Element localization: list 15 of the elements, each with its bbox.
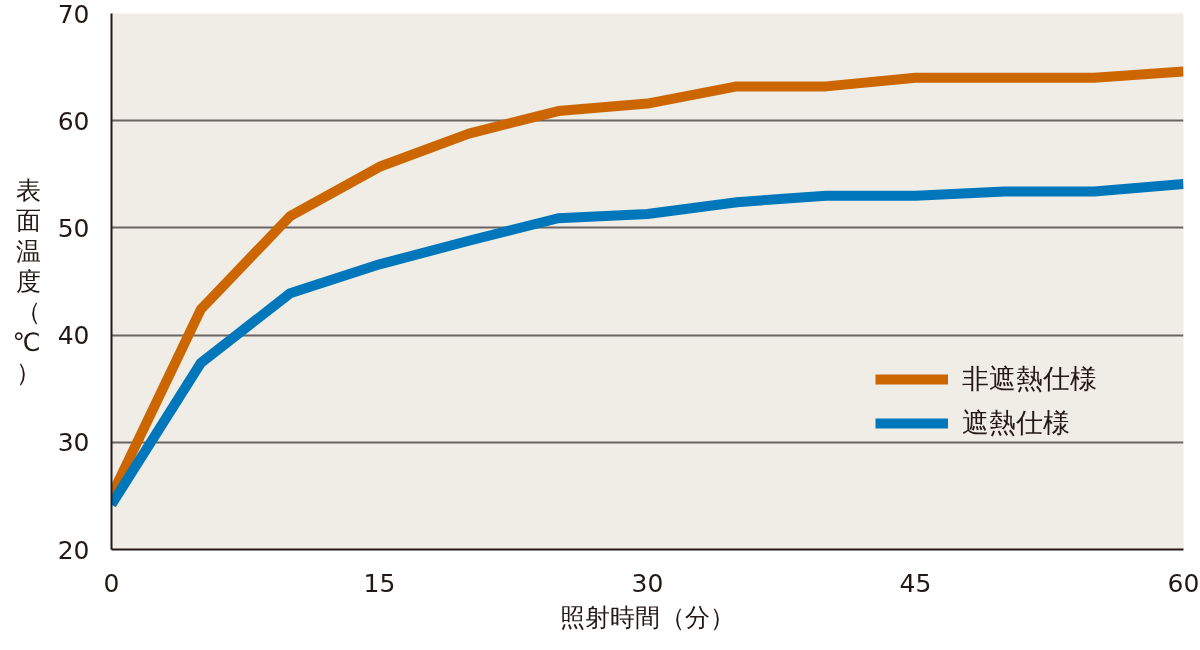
x-axis-title: 照射時間（分） [560, 602, 735, 632]
y-tick-label: 50 [57, 213, 90, 243]
x-tick-label: 15 [363, 568, 396, 598]
y-tick-label: 20 [57, 535, 90, 565]
y-tick-label: 40 [57, 321, 90, 351]
x-tick-label: 60 [1167, 568, 1200, 598]
y-tick-label: 70 [57, 0, 90, 29]
y-axis-title: 表面温度（℃） [12, 175, 41, 388]
y-tick-label: 60 [57, 106, 90, 136]
x-tick-label: 30 [631, 568, 664, 598]
y-tick-label: 30 [57, 428, 90, 458]
x-tick-label: 45 [899, 568, 932, 598]
x-tick-label: 0 [103, 568, 120, 598]
legend-label: 非遮熱仕様 [962, 362, 1097, 396]
legend-label: 遮熱仕様 [962, 406, 1070, 440]
